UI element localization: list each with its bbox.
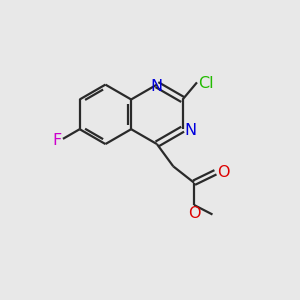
Text: O: O: [217, 165, 229, 180]
Text: N: N: [184, 123, 196, 138]
Text: O: O: [188, 206, 201, 220]
Text: Cl: Cl: [199, 76, 214, 91]
Text: N: N: [151, 79, 163, 94]
Text: F: F: [52, 133, 62, 148]
